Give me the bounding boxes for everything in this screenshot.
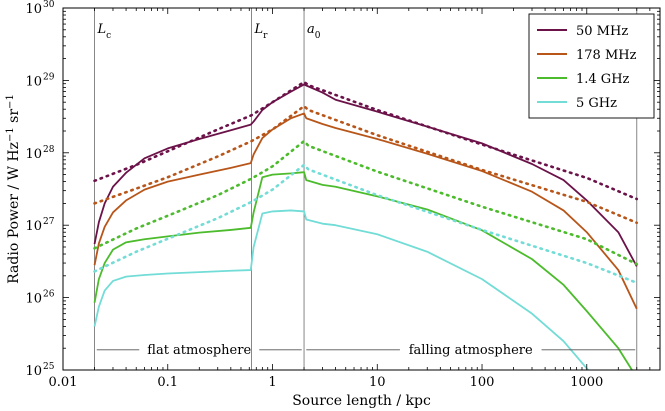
marker-label-main: L	[253, 22, 263, 37]
marker-label: Lr	[253, 22, 268, 41]
x-tick-label: 0.01	[49, 375, 78, 390]
marker-label-sub: 0	[315, 31, 321, 41]
marker-label-sub: r	[263, 31, 268, 41]
y-tick-label: 10	[25, 74, 42, 89]
marker-label: a0	[307, 22, 321, 41]
legend-label: 1.4 GHz	[576, 72, 630, 87]
series-line-dotted	[93, 104, 639, 225]
marker-label-sub: c	[106, 31, 111, 41]
y-tick-base: 10	[25, 147, 42, 162]
y-axis-title-exp2: −1	[5, 94, 16, 109]
y-axis-title: Radio Power / W Hz−1 sr−1	[5, 94, 23, 284]
x-tick-label: 1000	[570, 375, 603, 390]
marker-label: Lc	[97, 22, 112, 41]
plot-frame	[62, 7, 661, 371]
y-tick-base: 10	[25, 74, 42, 89]
y-tick-exponent: 25	[43, 362, 55, 372]
series-line-solid	[93, 112, 638, 310]
y-tick-base: 10	[25, 2, 42, 17]
y-tick-exponent: 30	[43, 0, 55, 10]
y-tick-label: 10	[25, 219, 42, 234]
legend-label: 178 MHz	[576, 48, 637, 63]
x-axis-title: Source length / kpc	[292, 393, 431, 409]
y-tick-base: 10	[25, 292, 42, 307]
series-line-dotted	[93, 80, 639, 201]
legend-box	[528, 13, 655, 119]
y-tick-label: 10	[25, 364, 42, 379]
series-line-dotted	[93, 139, 639, 266]
y-tick-exponent: 27	[43, 217, 55, 227]
legend: 50 MHz 178 MHz 1.4 GHz 5 GHz	[528, 13, 655, 119]
x-tick-label: 10	[369, 375, 386, 390]
series-line-solid	[93, 83, 638, 267]
series-line-dotted	[93, 163, 639, 285]
x-tick-label: 0.1	[157, 375, 178, 390]
y-tick-exponent: 26	[43, 290, 55, 300]
y-tick-exponent: 29	[43, 72, 55, 82]
series-line-solid	[93, 171, 633, 370]
y-tick-label: 10	[25, 147, 42, 162]
region-label: flat atmosphere	[147, 343, 251, 358]
y-tick-label: 10	[25, 292, 42, 307]
y-axis-title-exp1: −1	[5, 127, 16, 142]
legend-label: 5 GHz	[576, 96, 617, 111]
y-tick-exponent: 28	[43, 145, 55, 155]
y-axis-title-main: Radio Power / W Hz	[6, 142, 22, 284]
y-tick-base: 10	[25, 219, 42, 234]
region-label: falling atmosphere	[409, 343, 533, 358]
y-tick-label: 10	[25, 2, 42, 17]
marker-label-main: L	[97, 22, 107, 37]
y-tick-base: 10	[25, 364, 42, 379]
legend-label: 50 MHz	[576, 24, 628, 39]
series-line-solid	[93, 209, 590, 370]
y-axis-title-mid: sr	[6, 109, 22, 128]
series-lines	[93, 80, 639, 370]
marker-label-main: a	[307, 22, 315, 37]
x-tick-label: 100	[470, 375, 495, 390]
x-tick-label: 1	[268, 375, 276, 390]
